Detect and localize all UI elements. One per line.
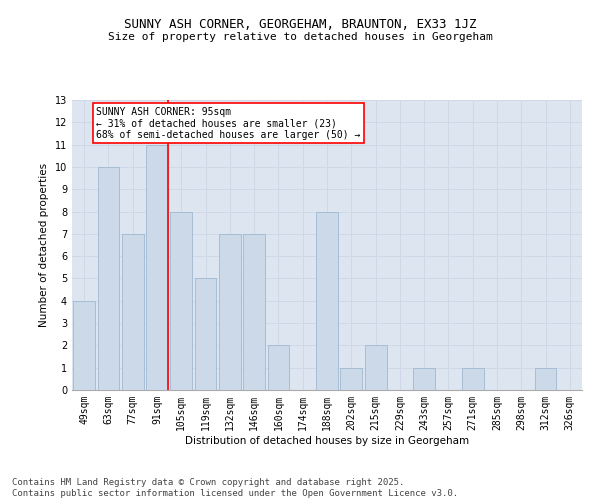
- Bar: [365, 346, 386, 390]
- Text: Contains HM Land Registry data © Crown copyright and database right 2025.
Contai: Contains HM Land Registry data © Crown c…: [12, 478, 458, 498]
- Bar: [535, 368, 556, 390]
- Bar: [146, 144, 168, 390]
- Bar: [316, 212, 338, 390]
- Bar: [194, 278, 217, 390]
- Bar: [268, 346, 289, 390]
- Bar: [73, 301, 95, 390]
- Bar: [219, 234, 241, 390]
- Bar: [413, 368, 435, 390]
- X-axis label: Distribution of detached houses by size in Georgeham: Distribution of detached houses by size …: [185, 436, 469, 446]
- Bar: [340, 368, 362, 390]
- Bar: [97, 167, 119, 390]
- Text: Size of property relative to detached houses in Georgeham: Size of property relative to detached ho…: [107, 32, 493, 42]
- Y-axis label: Number of detached properties: Number of detached properties: [39, 163, 49, 327]
- Bar: [170, 212, 192, 390]
- Bar: [122, 234, 143, 390]
- Text: SUNNY ASH CORNER, GEORGEHAM, BRAUNTON, EX33 1JZ: SUNNY ASH CORNER, GEORGEHAM, BRAUNTON, E…: [124, 18, 476, 30]
- Bar: [243, 234, 265, 390]
- Text: SUNNY ASH CORNER: 95sqm
← 31% of detached houses are smaller (23)
68% of semi-de: SUNNY ASH CORNER: 95sqm ← 31% of detache…: [96, 106, 361, 140]
- Bar: [462, 368, 484, 390]
